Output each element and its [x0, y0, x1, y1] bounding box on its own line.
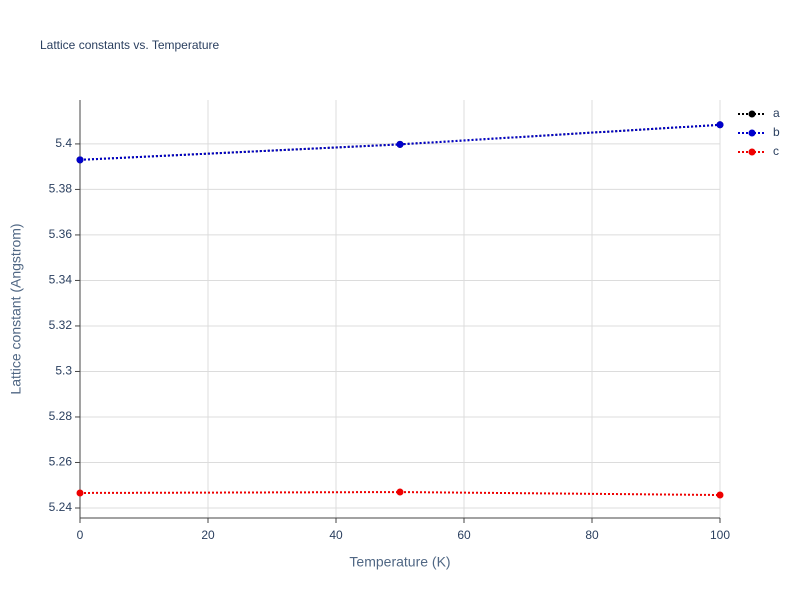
y-axis-label: Lattice constant (Angstrom) — [8, 223, 24, 394]
y-tick-label: 5.38 — [49, 182, 73, 196]
x-tick-label: 20 — [201, 528, 215, 542]
chart-title: Lattice constants vs. Temperature — [40, 38, 220, 52]
data-point — [76, 489, 84, 497]
x-tick-label: 100 — [710, 528, 730, 542]
legend-marker — [748, 110, 756, 118]
x-tick-label: 80 — [585, 528, 599, 542]
y-tick-label: 5.36 — [49, 227, 73, 241]
data-point — [716, 491, 724, 499]
y-tick-label: 5.32 — [49, 318, 73, 332]
y-tick-label: 5.3 — [55, 364, 72, 378]
x-tick-label: 0 — [77, 528, 84, 542]
x-axis-label: Temperature (K) — [349, 554, 450, 570]
y-tick-label: 5.26 — [49, 455, 73, 469]
data-point — [396, 140, 404, 148]
y-tick-label: 5.24 — [49, 500, 73, 514]
x-tick-label: 60 — [457, 528, 471, 542]
legend-label: b — [773, 125, 780, 139]
data-point — [76, 156, 84, 164]
legend-marker — [748, 129, 756, 137]
legend-label: c — [773, 144, 779, 158]
data-point — [396, 488, 404, 496]
y-tick-label: 5.4 — [55, 136, 72, 150]
legend-label: a — [773, 106, 780, 120]
data-point — [716, 121, 724, 129]
x-tick-label: 40 — [329, 528, 343, 542]
y-tick-label: 5.28 — [49, 409, 73, 423]
legend-marker — [748, 148, 756, 156]
y-tick-label: 5.34 — [49, 273, 73, 287]
